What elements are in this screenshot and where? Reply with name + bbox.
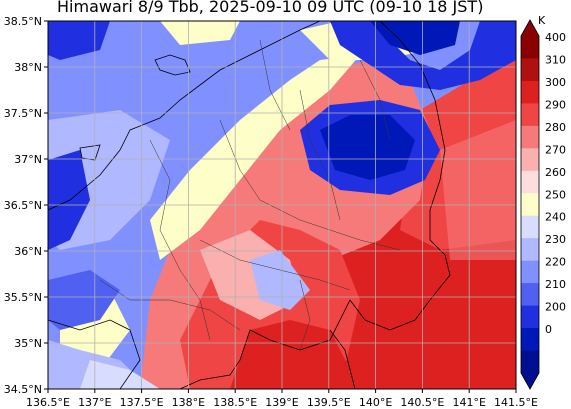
y-tick-label: 38°N [14,61,42,74]
x-tick-label: 138.5°E [213,396,257,409]
y-tick-label: 35°N [14,337,42,350]
x-tick-label: 140°E [359,396,392,409]
y-tick-label: 36°N [14,245,42,258]
x-tick-label: 139°E [265,396,298,409]
x-tick-label: 141°E [452,396,485,409]
x-tick-label: 136.5°E [26,396,70,409]
borders [99,39,401,351]
x-tick-label: 138°E [172,396,205,409]
x-tick-label: 139.5°E [307,396,351,409]
y-tick-label: 37.5°N [4,107,42,120]
y-tick-label: 34.5°N [4,383,42,396]
y-tick-label: 36.5°N [4,199,42,212]
title-text: Himawari 8/9 Tbb, 2025-09-10 09 UTC (09-… [57,0,484,16]
y-axis: 38.5°N 38°N 37.5°N 37°N 36.5°N 36°N 35.5°N 35°N… [4,15,48,396]
x-tick-label: 137.5°E [120,396,164,409]
x-tick-label: 137°E [78,396,111,409]
x-axis: 136.5°E 137°E 137.5°E 138°E 138.5°E 139°E 139.… [26,389,538,409]
x-tick-label: 140.5°E [400,396,444,409]
map-grid [48,21,516,389]
y-tick-label: 38.5°N [4,15,42,28]
x-tick-label: 141.5°E [494,396,538,409]
y-tick-label: 37°N [14,153,42,166]
y-tick-label: 35.5°N [4,291,42,304]
